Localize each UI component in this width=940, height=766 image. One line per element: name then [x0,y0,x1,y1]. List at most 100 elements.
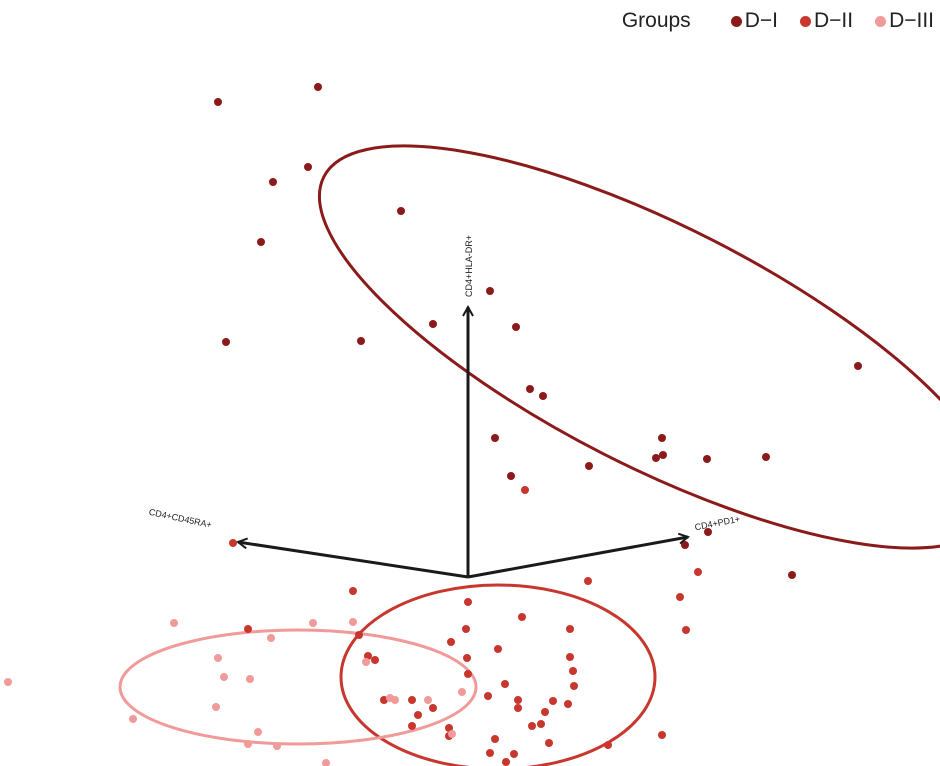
point-d-i [486,287,494,295]
loading-label-cd4-cd45ra: CD4+CD45RA+ [148,507,213,530]
ellipse-d-i [317,144,940,550]
point-d-ii [229,539,237,547]
point-d-ii [537,720,545,728]
point-d-ii [244,625,252,633]
point-d-iii [349,618,357,626]
legend-title: Groups [621,9,691,32]
point-d-i [788,571,796,579]
point-d-ii [408,696,416,704]
legend-item-d-i: D−I [730,9,778,33]
point-d-ii [676,593,684,601]
point-d-i [539,392,547,400]
point-d-iii [424,696,432,704]
legend: Groups D−I D−II D−III [622,6,934,36]
point-d-ii [658,731,666,739]
ellipses-layer [118,144,940,766]
loading-arrow-cd4-cd45ra [238,542,469,579]
points-layer [4,83,862,766]
point-d-i [304,163,312,171]
point-d-i [658,434,666,442]
point-d-ii [502,758,510,766]
point-d-ii [584,577,592,585]
point-d-iii [322,759,330,766]
legend-swatch-d-i [730,15,742,27]
point-d-ii [510,750,518,758]
point-d-ii [566,625,574,633]
point-d-i [269,178,277,186]
point-d-iii [391,696,399,704]
point-d-ii [514,696,522,704]
point-d-iii [273,742,281,750]
point-d-ii [518,613,526,621]
point-d-ii [541,708,549,716]
point-d-iii [254,728,262,736]
point-d-i [854,362,862,370]
point-d-ii [464,670,472,678]
point-d-ii [486,749,494,757]
point-d-iii [129,715,137,723]
point-d-ii [549,697,557,705]
point-d-iii [267,634,275,642]
point-d-i [704,528,712,536]
point-d-i [526,385,534,393]
point-d-ii [694,568,702,576]
point-d-iii [244,740,252,748]
point-d-ii [408,722,416,730]
point-d-i [585,462,593,470]
point-d-ii [528,722,536,730]
point-d-iii [309,619,317,627]
legend-item-d-iii: D−III [875,9,934,33]
point-d-i [659,451,667,459]
point-d-ii [464,598,472,606]
point-d-ii [462,625,470,633]
point-d-ii [355,631,363,639]
point-d-ii [447,638,455,646]
legend-label-d-i: D−I [744,9,778,32]
point-d-ii [566,653,574,661]
point-d-ii [445,724,453,732]
legend-label-d-iii: D−III [889,9,934,32]
point-d-iii [4,678,12,686]
point-d-iii [220,673,228,681]
point-d-ii [349,587,357,595]
loading-label-cd4-pd1: CD4+PD1+ [694,514,741,533]
point-d-ii [484,692,492,700]
point-d-ii [569,667,577,675]
ellipse-d-iii [118,628,478,746]
legend-swatch-d-ii [799,15,811,27]
point-d-i [681,541,689,549]
point-d-i [257,238,265,246]
point-d-i [652,454,660,462]
point-d-i [222,338,230,346]
point-d-i [429,320,437,328]
point-d-ii [491,735,499,743]
point-d-iii [212,703,220,711]
point-d-ii [682,626,690,634]
legend-item-d-ii: D−II [799,9,854,33]
loading-label-cd4-hla-dr: CD4+HLA-DR+ [464,235,474,297]
point-d-ii [521,486,529,494]
point-d-ii [545,739,553,747]
point-d-iii [458,688,466,696]
point-d-ii [494,645,502,653]
point-d-ii [604,741,612,749]
point-d-ii [514,704,522,712]
point-d-ii [463,654,471,662]
point-d-iii [362,658,370,666]
point-d-iii [246,675,254,683]
ellipse-d-ii [339,583,657,766]
loading-arrows-layer: CD4+HLA-DR+ CD4+CD45RA+ CD4+PD1+ [148,235,741,579]
point-d-iii [170,619,178,627]
loading-arrow-cd4-pd1 [467,537,688,579]
point-d-ii [414,711,422,719]
point-d-ii [501,680,509,688]
point-d-i [762,453,770,461]
point-d-i [512,323,520,331]
point-d-ii [564,700,572,708]
point-d-iii [214,654,222,662]
point-d-ii [371,656,379,664]
point-d-i [314,83,322,91]
legend-label-d-ii: D−II [813,9,854,32]
point-d-ii [570,682,578,690]
